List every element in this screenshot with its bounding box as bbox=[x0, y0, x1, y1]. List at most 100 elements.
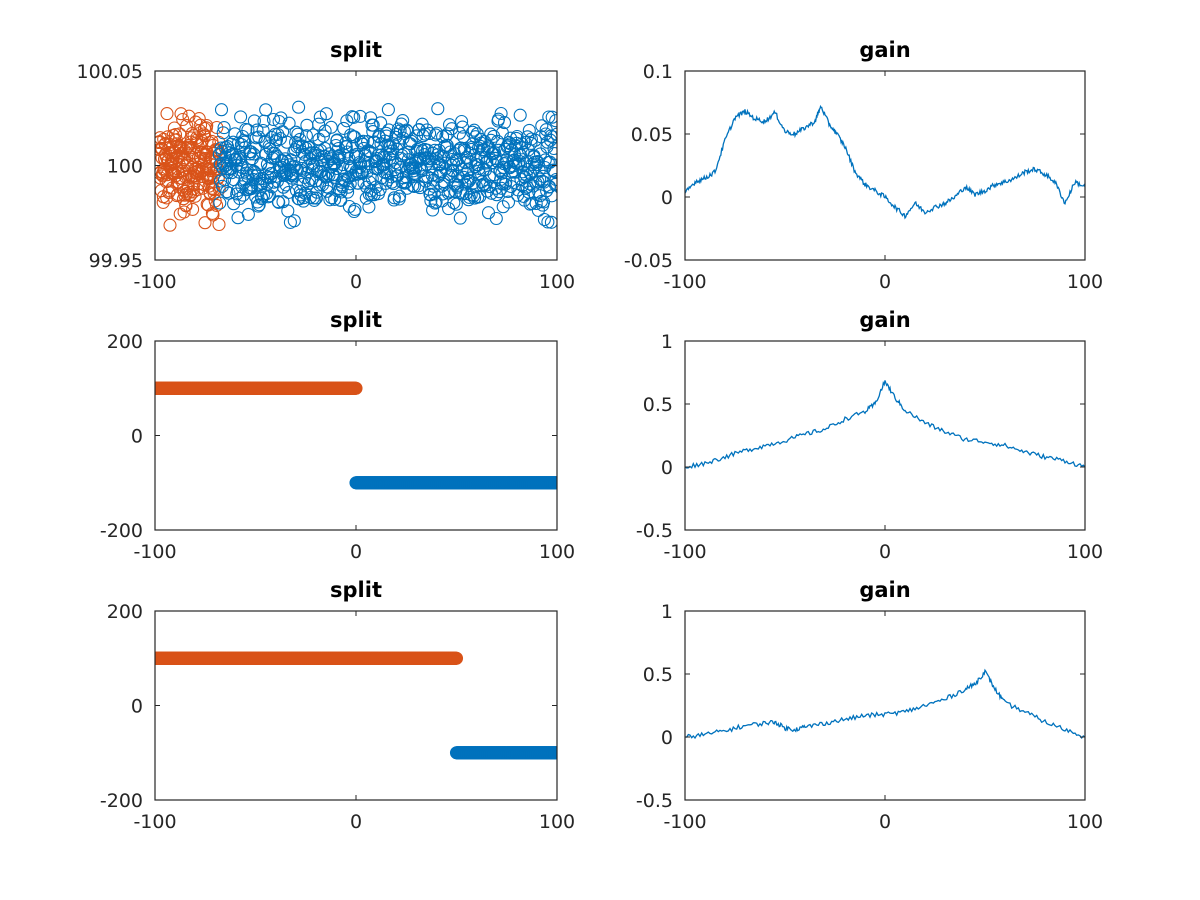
scatter-point bbox=[348, 202, 362, 216]
scatter-point bbox=[247, 114, 261, 128]
y-tick-label: 1 bbox=[661, 331, 673, 353]
scatter-point bbox=[363, 175, 377, 189]
scatter-point bbox=[210, 198, 224, 212]
scatter-point bbox=[241, 207, 255, 221]
scatter-point bbox=[349, 381, 363, 395]
y-tick-label: 200 bbox=[107, 331, 143, 353]
y-tick-label: 0.05 bbox=[631, 124, 673, 146]
scatter-point bbox=[241, 123, 255, 137]
scatter-point bbox=[366, 118, 380, 132]
scatter-point bbox=[177, 205, 191, 219]
x-tick-label: -100 bbox=[133, 271, 176, 293]
scatter-point bbox=[546, 164, 557, 178]
scatter-point bbox=[287, 214, 301, 228]
panel-title: split bbox=[330, 308, 382, 332]
scatter-point bbox=[507, 175, 521, 190]
scatter-point bbox=[445, 122, 459, 136]
panel-gain-3: -100 0 100 -0.5 0 0.5 1 gain bbox=[636, 578, 1103, 833]
scatter-point bbox=[441, 186, 455, 200]
y-tick-label: 100 bbox=[107, 156, 143, 178]
panel-title: split bbox=[330, 578, 382, 602]
scatter-point bbox=[217, 121, 231, 135]
scatter-point bbox=[213, 196, 227, 210]
y-tick-label: 100.05 bbox=[77, 61, 143, 83]
scatter-point bbox=[524, 136, 538, 150]
scatter-point bbox=[326, 167, 340, 182]
scatter-point bbox=[431, 102, 445, 116]
scatter-point bbox=[547, 141, 557, 156]
scatter-point bbox=[544, 215, 557, 229]
scatter-point bbox=[504, 179, 518, 194]
scatter-point bbox=[201, 168, 215, 182]
y-tick-label: 0 bbox=[131, 696, 143, 718]
scatter-point bbox=[234, 110, 248, 124]
scatter-point bbox=[536, 169, 550, 183]
scatter-point bbox=[330, 133, 344, 147]
scatter-point bbox=[343, 177, 357, 191]
scatter-point bbox=[353, 109, 367, 123]
scatter-point bbox=[156, 195, 170, 209]
y-tick-label: 0 bbox=[661, 187, 673, 209]
y-tick-label: -0.05 bbox=[624, 250, 673, 272]
scatter-point bbox=[550, 476, 557, 490]
scatter-point bbox=[381, 103, 395, 117]
scatter-point bbox=[259, 103, 273, 117]
scatter-point bbox=[334, 193, 348, 207]
scatter-point bbox=[323, 193, 337, 207]
scatter-point bbox=[212, 217, 226, 232]
plot-area-gain-2 bbox=[685, 380, 1085, 469]
scatter-point bbox=[427, 187, 441, 201]
scatter-point bbox=[293, 132, 307, 146]
scatter-point bbox=[323, 150, 337, 164]
scatter-point bbox=[235, 180, 249, 194]
scatter-point bbox=[467, 123, 481, 137]
x-tick-label: 0 bbox=[350, 271, 362, 293]
scatter-point bbox=[529, 176, 543, 190]
scatter-point bbox=[360, 165, 374, 179]
scatter-point bbox=[542, 110, 556, 124]
x-tick-label: 100 bbox=[539, 271, 575, 293]
scatter-point bbox=[520, 180, 534, 194]
x-tick-label: 100 bbox=[539, 541, 575, 563]
scatter-point bbox=[224, 166, 239, 180]
scatter-point bbox=[540, 184, 554, 198]
scatter-point bbox=[341, 185, 355, 199]
scatter-point bbox=[250, 123, 264, 137]
scatter-point bbox=[229, 158, 243, 173]
y-tick-label: -0.5 bbox=[636, 790, 673, 812]
y-tick-label: 0 bbox=[131, 426, 143, 448]
scatter-point bbox=[288, 159, 302, 173]
scatter-point bbox=[226, 135, 240, 149]
series-line bbox=[685, 104, 1085, 220]
scatter-point bbox=[548, 177, 557, 192]
scatter-point bbox=[513, 108, 527, 122]
scatter-point bbox=[309, 191, 323, 205]
y-tick-label: 0.1 bbox=[643, 61, 673, 83]
scatter-point bbox=[282, 116, 296, 130]
scatter-point bbox=[307, 193, 321, 207]
scatter-point bbox=[257, 174, 271, 188]
y-tick-label: 0 bbox=[661, 457, 673, 479]
plot-area-split-1 bbox=[155, 100, 557, 232]
scatter-point bbox=[537, 212, 551, 227]
scatter-point bbox=[396, 114, 410, 128]
scatter-point bbox=[407, 179, 421, 194]
scatter-point bbox=[466, 176, 480, 190]
scatter-point bbox=[408, 166, 422, 180]
x-tick-label: -100 bbox=[133, 541, 176, 563]
scatter-point bbox=[244, 182, 258, 196]
scatter-point bbox=[547, 147, 557, 161]
x-tick-label: 0 bbox=[350, 541, 362, 563]
scatter-point bbox=[220, 185, 234, 199]
scatter-point bbox=[374, 148, 388, 162]
scatter-point bbox=[337, 121, 351, 135]
scatter-point bbox=[186, 202, 200, 216]
scatter-point bbox=[489, 211, 503, 226]
scatter-point bbox=[319, 107, 333, 121]
scatter-point bbox=[214, 103, 229, 117]
x-tick-label: 0 bbox=[879, 811, 891, 833]
plot-area-split-3 bbox=[155, 651, 557, 760]
panel-title: gain bbox=[859, 38, 910, 62]
scatter-point bbox=[221, 143, 235, 157]
scatter-point bbox=[163, 184, 177, 198]
